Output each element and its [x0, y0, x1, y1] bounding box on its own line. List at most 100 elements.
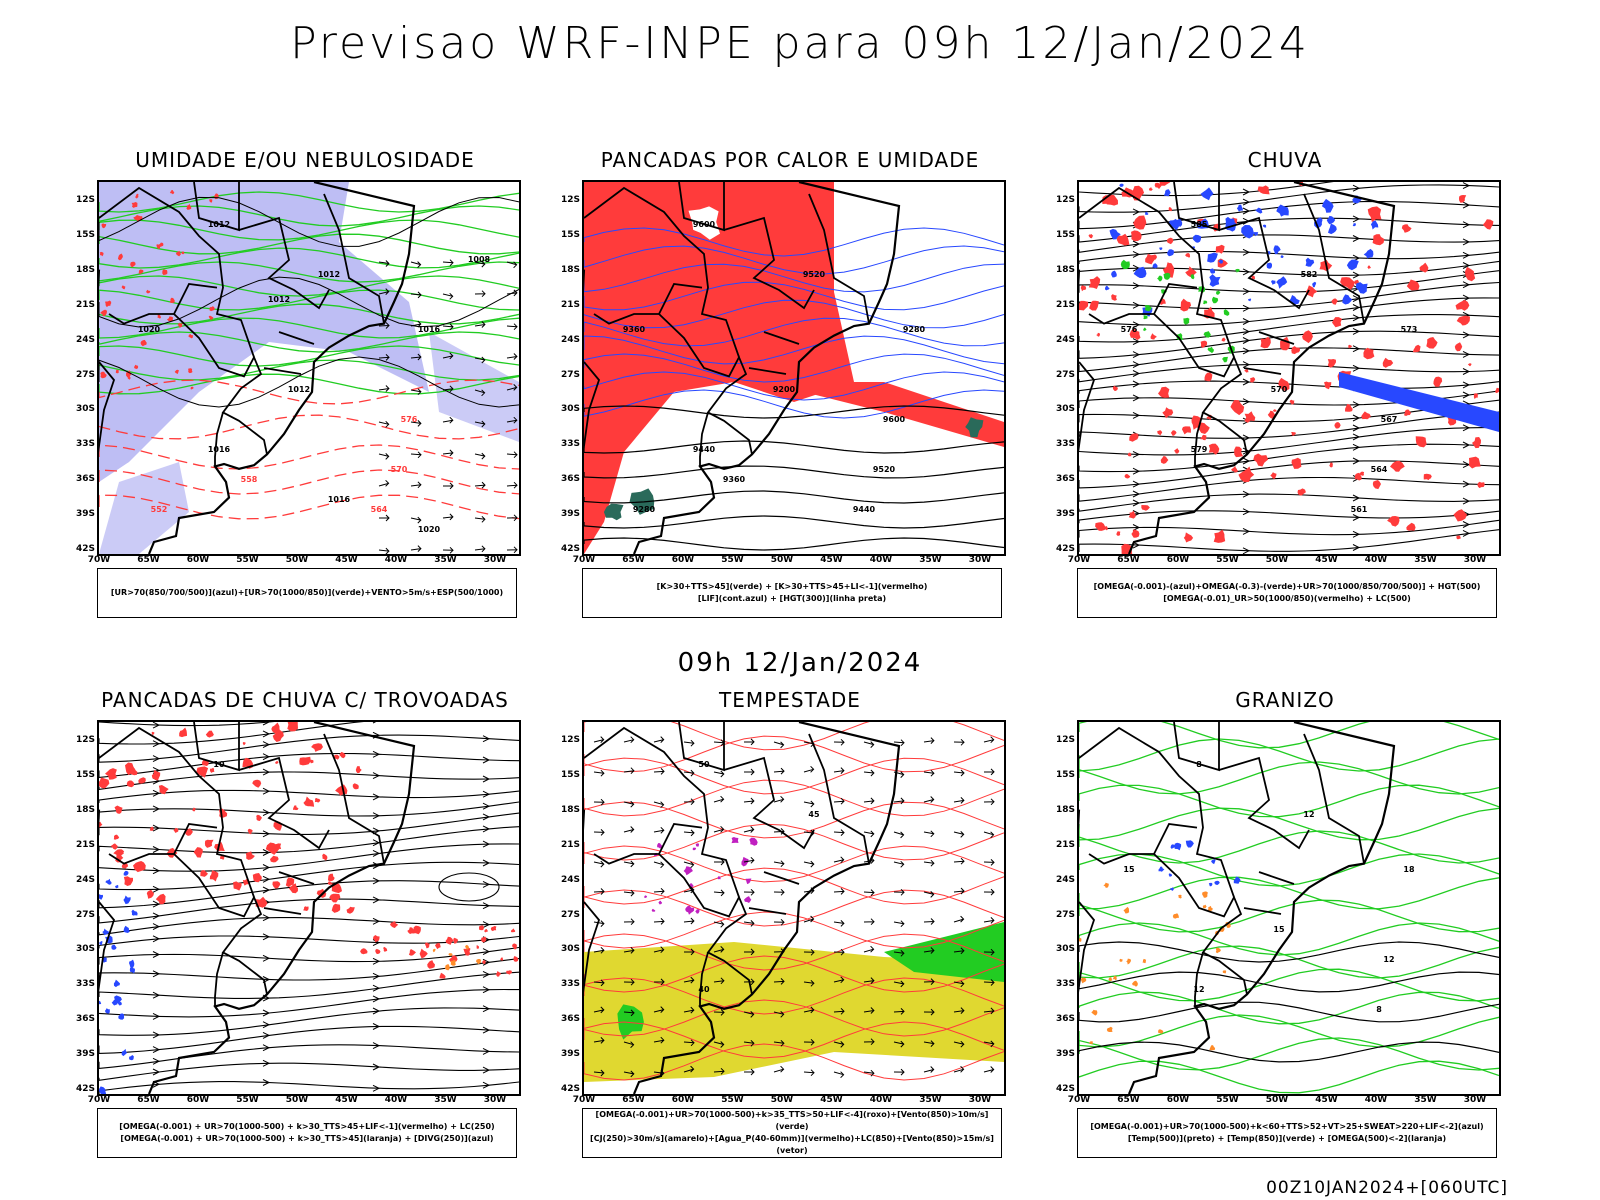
thunderstorm-area: [339, 751, 346, 759]
wind-vector: [506, 289, 518, 297]
map-frame: 585 582 579 576 573 570 567 564 561: [1077, 180, 1501, 556]
wind-arrowhead: [482, 802, 491, 810]
longitude-tick-label: 55W: [721, 555, 744, 565]
wind-vector: [833, 888, 845, 895]
rain-area: [1348, 344, 1353, 349]
rain-area: [1185, 253, 1191, 258]
latitude-tick-label: 30S: [1055, 944, 1075, 955]
latitude-tick-label: 15S: [560, 229, 580, 240]
country-border: [1194, 412, 1204, 467]
wind-arrowhead: [1462, 201, 1471, 209]
precipitable-water-contour: [584, 1043, 1004, 1081]
country-border: [1243, 907, 1282, 915]
wind-arrowhead: [1132, 361, 1141, 369]
severe-storm-area: [745, 878, 752, 885]
latitude-tick-label: 42S: [560, 544, 580, 554]
rain-area: [1332, 317, 1342, 328]
thunderstorm-area: [242, 742, 246, 746]
contour-label: 12: [1193, 985, 1204, 994]
longitude-tick-label: 65W: [137, 1095, 160, 1105]
latitude-tick-label: 36S: [560, 1014, 580, 1025]
wind-vector: [743, 738, 755, 746]
wind-vector: [893, 860, 905, 868]
coastline: [632, 182, 901, 554]
country-border: [99, 361, 116, 453]
divergence-area: [99, 941, 103, 946]
wind-vector: [923, 830, 935, 838]
rain-area: [1367, 265, 1371, 270]
thunderstorm-area: [448, 953, 453, 957]
humidity-contour: [99, 359, 519, 381]
divergence-area: [123, 895, 131, 905]
omega-area: [1120, 259, 1130, 269]
wind-vector: [773, 1065, 785, 1073]
wind-vector: [623, 1009, 635, 1017]
wind-vector: [923, 1008, 935, 1016]
latitude-tick-label: 33S: [1055, 439, 1075, 450]
wind-arrowhead: [372, 1042, 381, 1050]
precipitable-water-contour: [584, 977, 1004, 1015]
rain-area: [1168, 206, 1172, 212]
contour-label: 1020: [138, 325, 161, 334]
hail-area: [1168, 873, 1172, 877]
omega-area: [1109, 228, 1121, 240]
latitude-tick-label: 21S: [1055, 299, 1075, 310]
thunderstorm-area: [390, 921, 399, 928]
rain-area: [1204, 372, 1213, 382]
omega-area: [1276, 276, 1288, 289]
humidity-contour: [99, 275, 519, 297]
legend-text: [K>30+TTS>45](verde) + [K>30+TTS>45+LI<-…: [656, 582, 928, 591]
country-border: [1243, 367, 1282, 375]
rain-area: [1253, 453, 1269, 467]
thunderstorm-area: [272, 881, 281, 889]
thickness-contour: [135, 193, 139, 198]
thickness-contour: [169, 190, 175, 195]
country-border: [808, 733, 870, 864]
latitude-tick-label: 24S: [560, 874, 580, 885]
wind-vector: [474, 481, 486, 489]
wind-arrowhead: [262, 722, 271, 726]
rain-area: [1185, 266, 1197, 278]
omega-area: [1305, 257, 1315, 267]
wind-arrowhead: [1242, 457, 1251, 465]
wind-vector: [953, 831, 965, 838]
rain-area: [1327, 359, 1336, 368]
wind-arrowhead: [1132, 499, 1141, 507]
map-panel: PANCADAS POR CALOR E UMIDADE 9600 9520 9440…: [540, 148, 1040, 648]
thunderstorm-area: [149, 826, 154, 831]
wind-arrowhead: [482, 1005, 491, 1013]
thunderstorm-area: [373, 935, 380, 943]
country-border: [584, 726, 740, 898]
wind-arrowhead: [262, 1009, 271, 1017]
rain-area: [1367, 206, 1382, 223]
rain-area: [1174, 448, 1180, 454]
thunderstorm-area: [303, 906, 309, 911]
country-border: [763, 871, 800, 885]
streamline: [99, 734, 519, 763]
thunderstorm-area: [209, 870, 219, 882]
contour-label: 1016: [328, 495, 351, 504]
rain-area: [1095, 522, 1106, 531]
wind-vector: [923, 737, 935, 744]
latitude-tick-label: 24S: [1055, 334, 1075, 345]
wind-arrowhead: [1132, 541, 1141, 549]
rain-area: [1372, 480, 1381, 490]
country-border: [1153, 853, 1248, 995]
legend-text: [Temp(500)](preto) + [Temp(850)](verde) …: [1127, 1134, 1447, 1143]
rain-area: [1162, 407, 1174, 419]
rain-area: [1455, 299, 1470, 311]
thickness-contour: [190, 386, 194, 390]
rain-area: [1116, 233, 1130, 246]
latitude-tick-label: 27S: [560, 909, 580, 920]
thunderstorm-area: [481, 936, 487, 943]
contour-label: 585: [1191, 220, 1208, 229]
map-canvas: 10: [99, 722, 519, 1094]
wind-arrowhead: [262, 753, 271, 761]
wind-vector: [623, 767, 635, 775]
legend-text: [UR>70(850/700/500)](azul)+[UR>70(1000/8…: [110, 588, 504, 597]
omega-area: [1089, 1041, 1093, 1045]
precipitable-water-contour: [584, 889, 1004, 927]
contour-label: 45: [808, 810, 820, 819]
omega-area: [1322, 198, 1334, 213]
contour-label: 570: [391, 465, 408, 474]
